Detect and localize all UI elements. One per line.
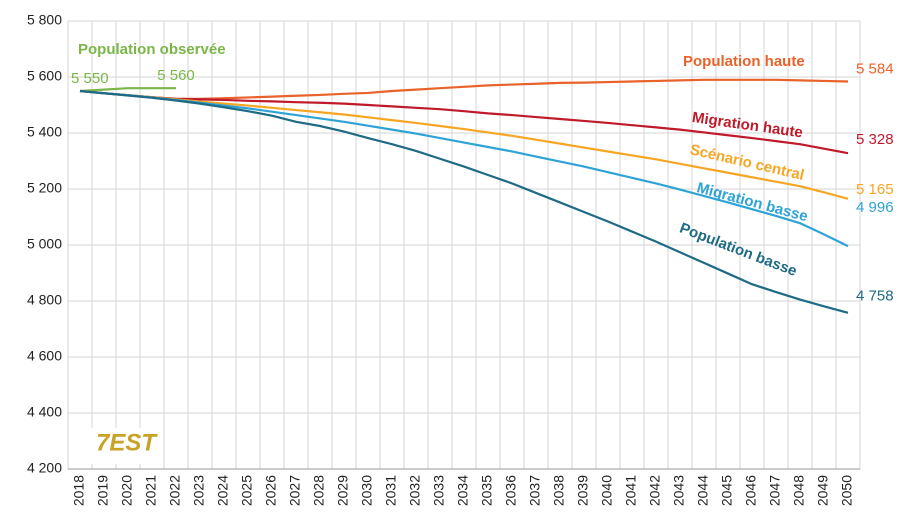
x-tick-label: 2020 <box>119 475 135 506</box>
x-tick-label: 2035 <box>479 475 495 506</box>
x-tick-label: 2029 <box>335 475 351 506</box>
value-label: 5 165 <box>856 181 894 198</box>
x-tick-label: 2042 <box>647 475 663 506</box>
x-tick-label: 2045 <box>719 475 735 506</box>
logo-text: 7EST <box>96 429 158 456</box>
y-tick-label: 4 400 <box>27 404 62 420</box>
x-tick-label: 2032 <box>407 475 423 506</box>
value-label: 4 996 <box>856 199 894 216</box>
x-tick-label: 2041 <box>623 475 639 506</box>
x-tick-label: 2038 <box>551 475 567 506</box>
x-tick-label: 2050 <box>839 475 855 506</box>
series-line <box>79 89 849 200</box>
y-tick-label: 4 800 <box>27 292 62 308</box>
value-label: 5 584 <box>856 60 894 77</box>
x-tick-label: 2018 <box>71 475 87 506</box>
x-tick-label: 2022 <box>167 475 183 506</box>
x-tick-label: 2037 <box>527 475 543 506</box>
series-line <box>79 89 849 314</box>
x-tick-label: 2023 <box>191 475 207 506</box>
x-tick-label: 2030 <box>359 475 375 506</box>
x-tick-label: 2047 <box>767 475 783 506</box>
y-tick-label: 5 400 <box>27 124 62 140</box>
series-line <box>79 89 849 248</box>
y-tick-label: 5 000 <box>27 236 62 252</box>
x-tick-label: 2044 <box>695 475 711 506</box>
series-line <box>79 78 849 100</box>
y-tick-label: 5 200 <box>27 180 62 196</box>
value-label: 5 560 <box>157 67 195 84</box>
x-tick-label: 2048 <box>791 475 807 506</box>
x-tick-label: 2036 <box>503 475 519 506</box>
y-tick-label: 4 200 <box>27 460 62 476</box>
x-tick-label: 2033 <box>431 475 447 506</box>
series-label: Population basse <box>677 220 799 280</box>
series-line <box>79 87 176 93</box>
series-label: Population observée <box>78 41 226 58</box>
x-tick-label: 2046 <box>743 475 759 506</box>
value-label: 5 550 <box>71 70 109 87</box>
x-tick-label: 2019 <box>95 475 111 506</box>
x-tick-label: 2025 <box>239 475 255 506</box>
x-tick-label: 2039 <box>575 475 591 506</box>
x-tick-label: 2024 <box>215 475 231 506</box>
logo-box <box>90 428 158 464</box>
value-label: 4 758 <box>856 288 894 305</box>
x-tick-label: 2040 <box>599 475 615 506</box>
x-tick-label: 2031 <box>383 475 399 506</box>
grid <box>67 20 861 470</box>
value-label: 5 328 <box>856 131 894 148</box>
y-tick-label: 5 600 <box>27 68 62 84</box>
x-tick-label: 2026 <box>263 475 279 506</box>
series-label: Migration basse <box>695 179 810 225</box>
x-tick-label: 2049 <box>815 475 831 506</box>
y-tick-label: 4 600 <box>27 348 62 364</box>
x-tick-label: 2027 <box>287 475 303 506</box>
y-tick-label: 5 800 <box>27 12 62 28</box>
logo: 7EST <box>90 428 158 464</box>
x-tick-label: 2034 <box>455 475 471 506</box>
x-tick-label: 2021 <box>143 475 159 506</box>
x-tick-label: 2028 <box>311 475 327 506</box>
x-tick-label: 2043 <box>671 475 687 506</box>
series-label: Population haute <box>683 53 805 70</box>
series-line <box>79 89 849 155</box>
